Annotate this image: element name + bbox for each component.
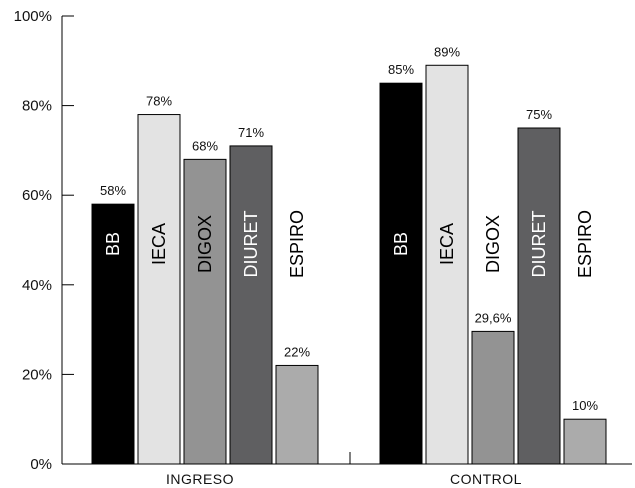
bar-digox-ingreso [183,158,227,465]
bar-series-label: DIGOX [195,215,215,273]
y-tick-label: 40% [22,277,52,294]
data-label: 85% [388,62,414,77]
x-category-label: CONTROL [450,471,522,487]
bar-series-label: ESPIRO [575,210,595,278]
y-axis-ticks: 0% 20% 40% 60% 80% 100% [14,8,74,473]
bar-bb-control [379,82,423,465]
bar-espiro-control [563,418,607,465]
data-label: 89% [434,44,460,59]
data-label: 58% [100,183,126,198]
bar-series-label: IECA [149,223,169,265]
data-label: 78% [146,94,172,109]
category-labels: INGRESO CONTROL [166,471,522,487]
bar-ieca-control [425,64,469,465]
data-label: 10% [572,398,598,413]
bar-espiro-ingreso [275,364,319,465]
bar-diuret-control [517,127,561,465]
x-category-label: INGRESO [166,471,234,487]
data-label: 75% [526,107,552,122]
bar-series-label: IECA [437,223,457,265]
bar-series-label: DIURET [241,210,261,277]
y-tick-label: 0% [30,456,52,473]
bar-digox-control [471,330,515,465]
bar-bb-ingreso [91,203,135,465]
data-label: 71% [238,125,264,140]
bar-ieca-ingreso [137,114,181,465]
y-tick-label: 100% [14,8,52,25]
data-label: 29,6% [475,310,512,325]
bar-series-label: DIURET [529,210,549,277]
bars-layer: 58% BB 78% IECA 68% DIGOX 71% DIURET 22% ESPIRO 85… [91,44,607,465]
bar-series-label: BB [391,232,411,256]
y-tick-label: 80% [22,98,52,115]
data-label: 68% [192,138,218,153]
bar-series-label: DIGOX [483,215,503,273]
data-label: 22% [284,344,310,359]
y-tick-label: 60% [22,187,52,204]
bar-series-label: BB [103,232,123,256]
bar-diuret-ingreso [229,145,273,465]
y-tick-label: 20% [22,366,52,383]
bar-series-label: ESPIRO [287,210,307,278]
